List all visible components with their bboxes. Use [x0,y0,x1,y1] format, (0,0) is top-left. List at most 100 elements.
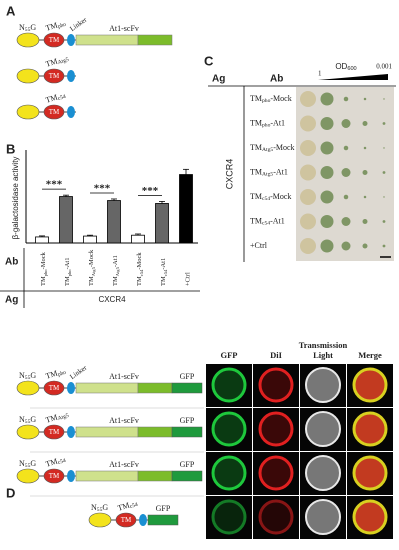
colony-spot [300,140,316,156]
label-part: pho [43,269,48,277]
scfv-light [75,34,139,46]
scfv-dark [137,34,173,46]
label-part: TM [88,276,95,286]
colony-spot [320,92,334,106]
label-part: c54 [129,502,139,510]
label-part: TM [44,92,58,104]
label-part: Atg5 [57,413,70,422]
tm-domain [43,380,65,396]
label-part: 55 [25,27,31,33]
scfv-light [75,470,139,482]
label-part: Atg5 [262,172,273,178]
scfv-dark [137,382,173,394]
cell [258,411,294,447]
bar [83,235,97,244]
od-label: OD600 [335,62,356,72]
label-part: -Mock [136,252,143,270]
ag-label: Ag [5,295,18,306]
cell [352,499,388,535]
label-part: c54 [139,269,144,276]
cell [211,367,247,403]
ab-label: Ab [270,74,283,85]
label-part: Atg5 [262,147,273,153]
n-domain-label: N55G [19,371,36,381]
label-part: G [30,459,36,468]
colony-spot [382,244,386,248]
x-tick-label: TMpho-Mock [40,251,48,286]
label-part: -At1 [273,167,288,176]
tm-text: TM [49,36,60,44]
label-part: -Mock [40,251,47,269]
linker [67,382,75,394]
colony-spot [363,195,367,199]
colony-spot [362,219,368,224]
label-part: G [30,371,36,380]
gfp-box [147,514,179,526]
label-part: TM [250,216,262,225]
gfp-box [171,470,203,482]
gfp-box [171,426,203,438]
cell [305,455,341,491]
colony-spot [341,119,351,128]
bar [179,174,193,244]
column-header: GFP [221,350,238,360]
label-part: TM [116,500,130,512]
column-header: Light [313,350,333,360]
colony-spot [320,215,334,228]
cell [258,499,294,535]
label-part: pho [262,123,271,129]
label-part: -At1 [112,255,119,267]
n-domain-label: N55G [19,415,36,425]
tm-domain [115,512,137,528]
gfp-label: GFP [180,372,195,381]
cell [305,411,341,447]
cell [352,367,388,403]
colony-spot [343,96,349,102]
n-domain-label: N55G [19,23,36,33]
n-domain-label: N55G [19,459,36,469]
label-part: TM [136,276,143,286]
colony-spot [382,171,386,174]
label-part: 55 [97,507,103,513]
label-part: Atg5 [115,266,120,276]
x-tick-label: TMAtg5-At1 [112,255,120,286]
cell [211,411,247,447]
label-part: c54 [163,269,168,276]
od-start: 1 [318,70,322,78]
scfv-light [75,382,139,394]
significance-label: *** [94,183,111,195]
tm-domain [43,424,65,440]
row-label: TMpho-Mock [250,94,292,104]
colony-spot [300,164,316,181]
tm-text: TM [121,516,132,524]
colony-spot [363,146,367,150]
label-part: G [30,23,36,32]
n-domain [16,32,40,48]
tm-text: TM [49,472,60,480]
label-part: N [91,503,97,512]
significance-label: *** [46,179,63,191]
scfv-dark [137,426,173,438]
panel-letter: A [6,3,16,18]
label-part: TM [44,56,58,68]
colony-spot [362,170,368,175]
label-part: Atg5 [91,266,96,276]
colony-spot [300,238,316,254]
tm-label: TMAtg5 [44,53,69,70]
gfp-label: GFP [180,460,195,469]
label-part: TM [40,276,47,286]
label-part: TM [44,412,58,424]
x-tick-label: TMAtg5-Mock [88,249,96,286]
gfp-label: GFP [156,504,171,513]
ag-label: Ag [212,74,225,85]
tm-label: TMpho [44,366,67,382]
antigen-label: CXCR4 [98,295,126,304]
linker [67,426,75,438]
row-label: TMpho-At1 [250,118,285,128]
tm-label: TMpho [44,18,67,34]
colony-spot [300,213,316,230]
tm-domain [43,468,65,484]
colony-spot [320,117,334,130]
colony-spot [362,243,368,249]
